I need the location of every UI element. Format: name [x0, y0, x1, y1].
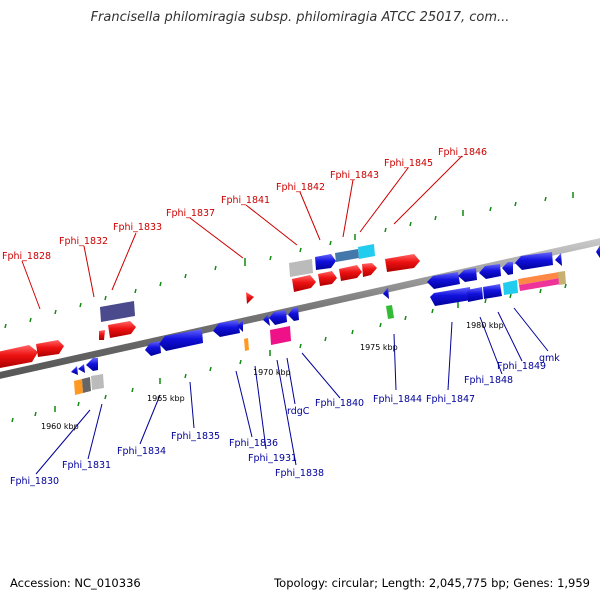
gene-label[interactable]: Fphi_1849 — [497, 361, 546, 372]
gene-feature-green[interactable] — [386, 305, 394, 319]
leader-lines-reverse — [35, 307, 549, 475]
gene-feature-multicolor[interactable] — [518, 272, 560, 285]
gene-label[interactable]: Fphi_1846 — [438, 147, 487, 158]
gene-arrow-reverse[interactable] — [237, 320, 243, 332]
gene-label[interactable]: Fphi_1836 — [229, 438, 278, 449]
gene-label[interactable]: Fphi_1834 — [117, 446, 166, 457]
gene-arrow-reverse[interactable] — [159, 329, 203, 351]
genome-summary-text: Topology: circular; Length: 2,045,775 bp… — [274, 576, 590, 590]
gene-arrow-reverse[interactable] — [383, 287, 389, 299]
gene-feature-multicolor-2[interactable] — [519, 278, 561, 291]
gene-arrow-forward[interactable] — [339, 265, 362, 281]
gene-arrow-reverse[interactable] — [427, 272, 460, 289]
gene-label[interactable]: Fphi_1844 — [373, 394, 422, 405]
gene-arrow-reverse[interactable] — [467, 287, 483, 302]
scale-ticks-outer — [4, 192, 574, 329]
gene-label[interactable]: gmk — [539, 353, 560, 364]
gene-arrow-forward[interactable] — [318, 271, 337, 286]
gene-label[interactable]: Fphi_1837 — [166, 208, 215, 219]
reverse-strand-genes[interactable] — [71, 245, 600, 395]
gene-feature-darkgray[interactable] — [82, 377, 91, 393]
gene-arrow-reverse[interactable] — [555, 253, 562, 266]
scale-label: 1980 kbp — [466, 321, 504, 330]
gene-arrow-forward[interactable] — [108, 321, 136, 338]
gene-label[interactable]: Fphi_1847 — [426, 394, 475, 405]
gene-arrow-forward[interactable] — [246, 292, 254, 304]
gene-arrow-reverse[interactable] — [213, 320, 240, 337]
gene-arrow-reverse[interactable] — [483, 284, 502, 299]
gene-arrow-reverse[interactable] — [458, 268, 477, 282]
gene-label[interactable]: Fphi_1830 — [10, 476, 59, 487]
gene-feature-cyan[interactable] — [503, 280, 518, 295]
gene-arrow-reverse[interactable] — [430, 287, 471, 306]
gene-label[interactable]: Fphi_1828 — [2, 251, 51, 262]
gene-arrow-forward-blue[interactable] — [315, 254, 336, 270]
gene-feature-steelblue[interactable] — [335, 249, 359, 262]
gene-label[interactable]: Fphi_1831 — [62, 460, 111, 471]
gene-label[interactable]: Fphi_1848 — [464, 375, 513, 386]
gene-label[interactable]: Fphi_1931 — [248, 453, 297, 464]
gene-arrow-reverse[interactable] — [479, 264, 501, 279]
gene-feature-orange[interactable] — [244, 338, 249, 351]
genome-backbone — [0, 238, 600, 379]
gene-arrow-forward[interactable] — [0, 345, 38, 368]
gene-arrow-reverse[interactable] — [71, 366, 78, 375]
gene-feature-purple[interactable] — [100, 301, 135, 322]
gene-arrow-forward[interactable] — [385, 254, 420, 272]
gene-feature-orange[interactable] — [74, 379, 83, 395]
gene-label[interactable]: Fphi_1833 — [113, 222, 162, 233]
scale-ticks-inner — [11, 283, 567, 423]
gene-label[interactable]: Fphi_1838 — [275, 468, 324, 479]
gene-arrow-reverse[interactable] — [263, 314, 270, 326]
gene-label[interactable]: Fphi_1840 — [315, 398, 364, 409]
scale-label: 1965 kbp — [147, 394, 185, 403]
gene-label[interactable]: Fphi_1845 — [384, 158, 433, 169]
gene-label[interactable]: Fphi_1832 — [59, 236, 108, 247]
map-title: Francisella philomiragia subsp. philomir… — [90, 10, 510, 25]
gene-arrow-forward[interactable] — [99, 330, 105, 340]
reverse-gene-labels: Fphi_1830 Fphi_1831 Fphi_1834 Fphi_1835 … — [10, 353, 560, 487]
gene-arrow-reverse[interactable] — [78, 364, 85, 373]
gene-arrow-reverse[interactable] — [145, 341, 161, 356]
forward-gene-labels: Fphi_1828 Fphi_1832 Fphi_1833 Fphi_1837 … — [2, 147, 487, 262]
gene-arrow-reverse[interactable] — [288, 307, 299, 321]
scale-label: 1960 kbp — [41, 422, 79, 431]
gene-arrow-forward[interactable] — [362, 263, 377, 277]
gene-arrow-reverse[interactable] — [502, 262, 513, 275]
gene-arrow-forward[interactable] — [36, 340, 64, 357]
gene-arrow-forward[interactable] — [292, 275, 316, 292]
gene-label[interactable]: Fphi_1841 — [221, 195, 270, 206]
gene-feature-gray[interactable] — [289, 259, 313, 277]
gene-label[interactable]: Fphi_1843 — [330, 170, 379, 181]
gene-label[interactable]: Fphi_1835 — [171, 431, 220, 442]
gene-arrow-reverse[interactable] — [86, 358, 98, 371]
gene-arrow-reverse[interactable] — [269, 310, 287, 325]
gene-label[interactable]: rdgC — [287, 406, 310, 417]
gene-arrow-reverse[interactable] — [515, 252, 553, 270]
scale-labels: 1960 kbp 1965 kbp 1970 kbp 1975 kbp 1980… — [41, 321, 504, 431]
gene-label[interactable]: Fphi_1842 — [276, 182, 325, 193]
accession-text: Accession: NC_010336 — [10, 576, 141, 590]
gene-feature-magenta[interactable] — [270, 326, 291, 345]
gene-arrow-reverse[interactable] — [596, 245, 600, 258]
forward-strand-genes[interactable] — [0, 244, 420, 368]
scale-label: 1970 kbp — [253, 368, 291, 377]
leader-lines-forward — [21, 155, 463, 310]
gene-feature-lightgray[interactable] — [91, 374, 104, 390]
gene-feature-tan[interactable] — [558, 271, 566, 285]
scale-label: 1975 kbp — [360, 343, 398, 352]
gene-feature-cyan[interactable] — [358, 244, 375, 259]
